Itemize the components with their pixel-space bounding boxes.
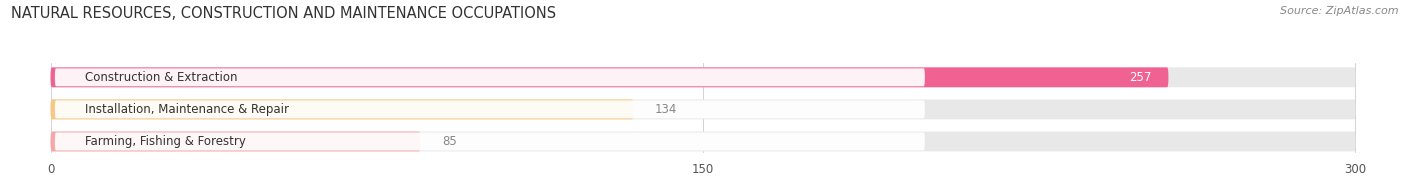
Text: Installation, Maintenance & Repair: Installation, Maintenance & Repair: [86, 103, 290, 116]
FancyBboxPatch shape: [51, 99, 634, 119]
Text: 257: 257: [1129, 71, 1152, 84]
FancyBboxPatch shape: [55, 100, 925, 118]
FancyBboxPatch shape: [51, 67, 1168, 87]
Text: Source: ZipAtlas.com: Source: ZipAtlas.com: [1281, 6, 1399, 16]
FancyBboxPatch shape: [55, 132, 925, 151]
FancyBboxPatch shape: [55, 68, 925, 86]
FancyBboxPatch shape: [51, 132, 420, 152]
FancyBboxPatch shape: [51, 132, 1355, 152]
Text: 85: 85: [441, 135, 457, 148]
Text: Construction & Extraction: Construction & Extraction: [86, 71, 238, 84]
Text: 134: 134: [655, 103, 678, 116]
Text: NATURAL RESOURCES, CONSTRUCTION AND MAINTENANCE OCCUPATIONS: NATURAL RESOURCES, CONSTRUCTION AND MAIN…: [11, 6, 557, 21]
Text: Farming, Fishing & Forestry: Farming, Fishing & Forestry: [86, 135, 246, 148]
FancyBboxPatch shape: [51, 99, 1355, 119]
FancyBboxPatch shape: [51, 67, 1355, 87]
